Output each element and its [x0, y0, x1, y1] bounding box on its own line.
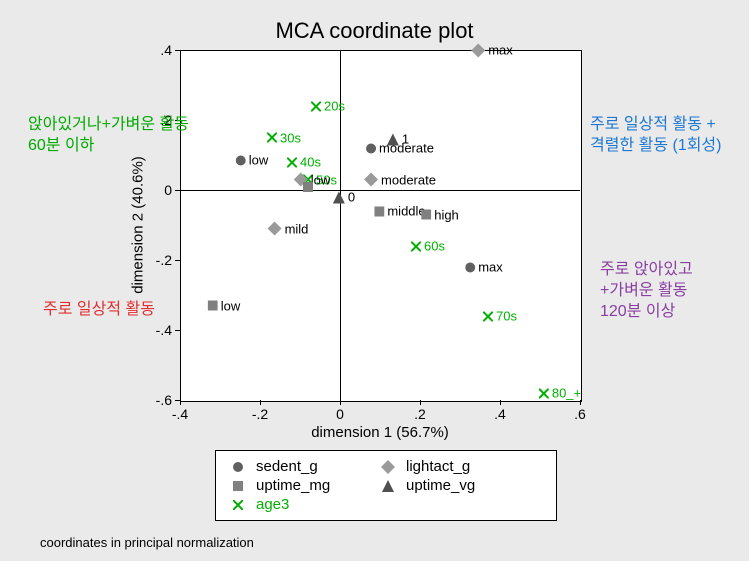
x-tick	[260, 400, 261, 405]
point-label: 40s	[300, 155, 321, 170]
data-point-uptime_vg: 0	[333, 190, 355, 205]
circle-marker-icon	[465, 262, 475, 272]
legend-label: uptime_mg	[256, 477, 330, 494]
chart-title: MCA coordinate plot	[0, 18, 749, 44]
square-marker-icon	[226, 481, 250, 491]
y-tick-label: -.2	[156, 252, 172, 268]
x-tick	[500, 400, 501, 405]
legend-label: sedent_g	[256, 458, 318, 475]
legend-label: lightact_g	[406, 458, 470, 475]
point-label: moderate	[379, 141, 434, 156]
legend-item-uptime_vg: uptime_vg	[376, 477, 526, 494]
legend-item-age3: age3	[226, 496, 376, 513]
footer-note: coordinates in principal normalization	[40, 535, 254, 550]
y-tick	[175, 400, 180, 401]
y-axis-title: dimension 2 (40.6%)	[130, 156, 147, 294]
x-tick	[340, 400, 341, 405]
data-point-lightact_g: max	[471, 43, 513, 58]
data-point-uptime_mg: high	[421, 207, 459, 222]
x-tick-label: 0	[336, 406, 344, 422]
y-tick-label: -.6	[156, 392, 172, 408]
point-label: low	[221, 298, 241, 313]
legend-item-sedent_g: sedent_g	[226, 458, 376, 475]
data-point-uptime_mg: low	[208, 298, 241, 313]
x-tick	[420, 400, 421, 405]
point-label: low	[249, 153, 269, 168]
data-point-lightact_g: mild	[268, 221, 309, 236]
x-tick-label: .6	[574, 406, 586, 422]
point-label: max	[478, 260, 503, 275]
x-tick-label: .4	[494, 406, 506, 422]
x-tick	[580, 400, 581, 405]
point-label: 30s	[280, 130, 301, 145]
point-label: 20s	[324, 99, 345, 114]
data-point-sedent_g: max	[465, 260, 503, 275]
point-label: 70s	[496, 309, 517, 324]
x-marker-icon	[311, 101, 321, 111]
x-marker-icon	[226, 500, 250, 510]
data-point-sedent_g: moderate	[366, 141, 434, 156]
point-label: mild	[285, 221, 309, 236]
square-marker-icon	[421, 210, 431, 220]
x-tick	[180, 400, 181, 405]
triangle-marker-icon	[376, 480, 400, 492]
point-label: low	[311, 172, 331, 187]
diamond-marker-icon	[268, 222, 282, 236]
x-axis-title: dimension 1 (56.7%)	[311, 424, 449, 441]
x-marker-icon	[267, 133, 277, 143]
data-point-lightact_g: moderate	[364, 172, 436, 187]
y-tick	[175, 50, 180, 51]
point-label: middle	[387, 204, 425, 219]
diamond-marker-icon	[471, 43, 485, 57]
data-point-sedent_g: low	[236, 153, 269, 168]
diamond-marker-icon	[376, 460, 400, 474]
data-point-uptime_mg: middle	[374, 204, 425, 219]
data-point-age3: 60s	[411, 239, 445, 254]
x-marker-icon	[483, 311, 493, 321]
square-marker-icon	[208, 301, 218, 311]
annotation: 앉아있거나+가벼운 활동60분 이하	[28, 115, 189, 157]
point-label: 80_+	[552, 386, 581, 401]
y-tick-label: .4	[160, 42, 172, 58]
y-tick	[175, 260, 180, 261]
annotation: 주로 앉아있고+가벼운 활동120분 이상	[600, 260, 693, 322]
plot-area	[180, 50, 582, 402]
point-label: high	[434, 207, 459, 222]
x-marker-icon	[411, 241, 421, 251]
data-point-age3: 80_+	[539, 386, 581, 401]
diamond-marker-icon	[364, 173, 378, 187]
point-label: 60s	[424, 239, 445, 254]
y-tick	[175, 330, 180, 331]
legend-label: uptime_vg	[406, 477, 475, 494]
point-label: max	[488, 43, 513, 58]
triangle-marker-icon	[333, 191, 345, 203]
data-point-uptime_mg	[303, 182, 313, 192]
circle-marker-icon	[226, 462, 250, 472]
legend-label: age3	[256, 496, 289, 513]
y-tick	[175, 190, 180, 191]
y-tick-label: -.4	[156, 322, 172, 338]
annotation: 주로 일상적 활동 +격렬한 활동 (1회성)	[590, 115, 722, 157]
data-point-age3: 30s	[267, 130, 301, 145]
x-tick-label: -.4	[172, 406, 188, 422]
circle-marker-icon	[236, 155, 246, 165]
x-tick-label: .2	[414, 406, 426, 422]
x-tick-label: -.2	[252, 406, 268, 422]
data-point-age3: 70s	[483, 309, 517, 324]
circle-marker-icon	[366, 143, 376, 153]
zero-line-horizontal	[180, 190, 580, 191]
legend-item-uptime_mg: uptime_mg	[226, 477, 376, 494]
annotation: 주로 일상적 활동	[43, 300, 155, 321]
data-point-age3: 20s	[311, 99, 345, 114]
square-marker-icon	[303, 182, 313, 192]
legend-item-lightact_g: lightact_g	[376, 458, 526, 475]
point-label: 0	[348, 190, 355, 205]
x-marker-icon	[287, 157, 297, 167]
square-marker-icon	[374, 206, 384, 216]
point-label: moderate	[381, 172, 436, 187]
legend: sedent_g lightact_g uptime_mg uptime_vg age3	[215, 450, 557, 521]
data-point-age3: 40s	[287, 155, 321, 170]
y-tick-label: 0	[164, 182, 172, 198]
x-marker-icon	[539, 388, 549, 398]
